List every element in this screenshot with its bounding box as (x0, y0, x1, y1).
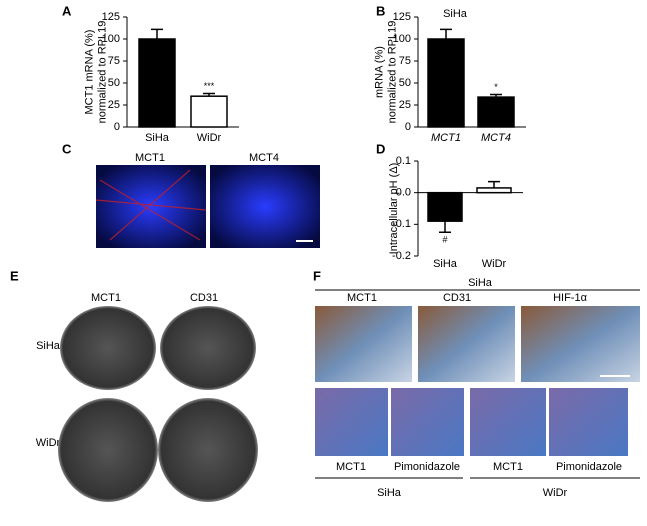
panel-letter: C (62, 141, 72, 156)
tissue-section (58, 398, 158, 502)
bar (138, 38, 176, 128)
group-label: SiHa (468, 277, 493, 289)
y-tick-label: 0 (405, 121, 411, 133)
group-label: SiHa (377, 487, 402, 499)
tissue-section (158, 398, 258, 502)
row-label: WiDr (36, 437, 61, 449)
column-label: MCT1 (493, 461, 523, 473)
column-label: Pimonidazole (556, 461, 622, 473)
panel-letter: D (376, 141, 385, 156)
panel-letter: E (10, 268, 19, 283)
x-tick-label: MCT1 (431, 132, 461, 144)
tissue-section (60, 306, 156, 390)
bar (477, 96, 515, 128)
micrograph (470, 388, 546, 456)
error-bar (439, 221, 451, 233)
error-bar (440, 28, 452, 39)
error-bar (490, 93, 502, 98)
bar (190, 95, 228, 128)
y-tick-label: 125 (102, 11, 120, 23)
micrograph (96, 165, 206, 248)
x-tick-label: WiDr (197, 132, 222, 144)
y-tick-label: 25 (399, 99, 411, 111)
row-label: SiHa (36, 340, 61, 352)
annotation: *** (204, 81, 215, 91)
y-tick-label: 0.1 (396, 155, 411, 167)
image-label: MCT4 (249, 152, 279, 164)
y-axis-label: normalized to RPL19 (96, 21, 108, 124)
column-label: MCT1 (91, 292, 121, 304)
y-tick-label: 100 (102, 33, 120, 45)
tissue-section (160, 306, 256, 390)
panel-letter: B (376, 3, 385, 18)
y-axis-label: Intracellular pH (Δ) (388, 163, 400, 255)
image-label: MCT1 (135, 152, 165, 164)
panel-letter: F (313, 268, 321, 283)
y-tick-label: 125 (393, 11, 411, 23)
column-label: MCT1 (347, 292, 377, 304)
chart-title: SiHa (443, 8, 468, 20)
y-tick-label: 25 (108, 99, 120, 111)
y-tick-label: 75 (108, 55, 120, 67)
annotation: # (442, 235, 447, 245)
error-bar (203, 92, 215, 97)
panel-letter: A (62, 3, 72, 18)
x-tick-label: SiHa (145, 132, 170, 144)
micrograph (521, 306, 640, 382)
y-tick-label: 50 (399, 77, 411, 89)
bar (476, 187, 512, 194)
group-label: WiDr (543, 487, 568, 499)
micrograph (549, 388, 628, 456)
y-axis-label: normalized to RPL19 (386, 21, 398, 124)
error-bar (488, 180, 500, 188)
x-tick-label: MCT4 (481, 132, 511, 144)
micrograph (391, 388, 464, 456)
annotation: * (494, 82, 498, 92)
y-tick-label: 50 (108, 77, 120, 89)
y-tick-label: -0.2 (392, 250, 411, 262)
x-tick-label: WiDr (482, 258, 507, 270)
micrograph-detail (95, 169, 207, 241)
bar (427, 191, 463, 222)
x-tick-label: SiHa (433, 258, 458, 270)
y-tick-label: 0 (114, 121, 120, 133)
micrograph (315, 388, 388, 456)
y-tick-label: 75 (399, 55, 411, 67)
y-tick-label: -0.1 (392, 218, 411, 230)
column-label: CD31 (443, 292, 471, 304)
column-label: MCT1 (336, 461, 366, 473)
y-tick-label: 100 (393, 33, 411, 45)
y-axis-label: MCT1 mRNA (%) (83, 30, 95, 115)
y-tick-label: 0.0 (396, 187, 411, 199)
y-axis-label: mRNA (%) (373, 46, 385, 98)
column-label: CD31 (190, 292, 218, 304)
error-bar (151, 28, 163, 39)
micrograph (315, 306, 412, 382)
column-label: HIF-1α (553, 292, 588, 304)
column-label: Pimonidazole (394, 461, 460, 473)
micrograph (210, 165, 320, 248)
bar (427, 38, 465, 128)
micrograph (418, 306, 515, 382)
